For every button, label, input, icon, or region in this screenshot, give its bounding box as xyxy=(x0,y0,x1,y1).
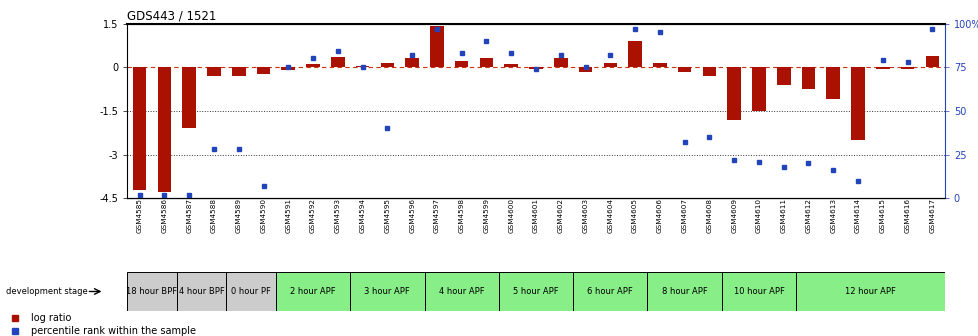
Text: GSM4603: GSM4603 xyxy=(582,198,588,233)
Bar xyxy=(499,272,572,311)
Text: GSM4612: GSM4612 xyxy=(805,198,811,233)
Bar xyxy=(721,272,795,311)
Bar xyxy=(429,27,443,67)
Bar xyxy=(825,67,839,99)
Text: GSM4585: GSM4585 xyxy=(137,198,143,233)
Text: GSM4594: GSM4594 xyxy=(359,198,365,233)
Bar xyxy=(256,67,270,75)
Text: 5 hour APF: 5 hour APF xyxy=(512,287,558,296)
Bar xyxy=(652,63,666,67)
Bar xyxy=(504,64,517,67)
Text: GSM4610: GSM4610 xyxy=(755,198,761,233)
Text: 10 hour APF: 10 hour APF xyxy=(733,287,783,296)
Bar xyxy=(177,272,226,311)
Bar xyxy=(455,61,468,67)
Text: GSM4600: GSM4600 xyxy=(508,198,513,233)
Text: 6 hour APF: 6 hour APF xyxy=(587,287,633,296)
Bar xyxy=(355,66,369,67)
Text: GDS443 / 1521: GDS443 / 1521 xyxy=(127,9,216,23)
Bar xyxy=(727,67,740,120)
Bar xyxy=(232,67,245,76)
Text: GSM4590: GSM4590 xyxy=(260,198,266,233)
Bar xyxy=(479,58,493,67)
Text: percentile rank within the sample: percentile rank within the sample xyxy=(31,326,197,336)
Text: GSM4601: GSM4601 xyxy=(532,198,539,233)
Text: GSM4598: GSM4598 xyxy=(459,198,465,233)
Bar xyxy=(380,63,394,67)
Text: GSM4597: GSM4597 xyxy=(433,198,439,233)
Text: GSM4611: GSM4611 xyxy=(779,198,786,233)
Text: GSM4609: GSM4609 xyxy=(731,198,736,233)
Text: GSM4607: GSM4607 xyxy=(681,198,687,233)
Text: 3 hour APF: 3 hour APF xyxy=(364,287,410,296)
Bar xyxy=(900,67,913,69)
Bar xyxy=(405,58,419,67)
Text: 4 hour APF: 4 hour APF xyxy=(438,287,484,296)
Text: 12 hour APF: 12 hour APF xyxy=(844,287,895,296)
Text: GSM4593: GSM4593 xyxy=(334,198,340,233)
Text: GSM4616: GSM4616 xyxy=(904,198,910,233)
Text: GSM4604: GSM4604 xyxy=(606,198,612,233)
Bar xyxy=(702,67,716,76)
Bar xyxy=(628,41,642,67)
Text: GSM4589: GSM4589 xyxy=(236,198,242,233)
Text: GSM4596: GSM4596 xyxy=(409,198,415,233)
Bar xyxy=(572,272,646,311)
Text: 0 hour PF: 0 hour PF xyxy=(231,287,271,296)
Bar xyxy=(850,67,864,140)
Bar xyxy=(331,57,344,67)
Bar xyxy=(578,67,592,72)
Text: 8 hour APF: 8 hour APF xyxy=(661,287,707,296)
Bar xyxy=(282,67,294,70)
Bar xyxy=(875,67,889,69)
Text: development stage: development stage xyxy=(7,287,88,296)
Bar xyxy=(424,272,499,311)
Text: 18 hour BPF: 18 hour BPF xyxy=(126,287,177,296)
Text: GSM4599: GSM4599 xyxy=(483,198,489,233)
Bar xyxy=(306,64,320,67)
Text: GSM4606: GSM4606 xyxy=(656,198,662,233)
Bar xyxy=(350,272,424,311)
Bar xyxy=(554,58,567,67)
Bar xyxy=(127,272,177,311)
Text: GSM4587: GSM4587 xyxy=(186,198,192,233)
Bar xyxy=(924,55,938,67)
Bar xyxy=(157,67,171,193)
Bar xyxy=(751,67,765,111)
Bar xyxy=(646,272,721,311)
Text: GSM4613: GSM4613 xyxy=(829,198,835,233)
Text: GSM4592: GSM4592 xyxy=(310,198,316,233)
Text: GSM4595: GSM4595 xyxy=(384,198,390,233)
Text: GSM4586: GSM4586 xyxy=(161,198,167,233)
Bar xyxy=(801,67,815,89)
Text: GSM4615: GSM4615 xyxy=(879,198,885,233)
Bar xyxy=(795,272,944,311)
Text: 2 hour APF: 2 hour APF xyxy=(289,287,335,296)
Text: GSM4614: GSM4614 xyxy=(854,198,861,233)
Bar xyxy=(276,272,350,311)
Text: log ratio: log ratio xyxy=(31,313,71,323)
Text: GSM4591: GSM4591 xyxy=(285,198,291,233)
Bar xyxy=(777,67,789,85)
Text: GSM4588: GSM4588 xyxy=(210,198,217,233)
Text: GSM4602: GSM4602 xyxy=(557,198,563,233)
Bar xyxy=(182,67,196,128)
Bar xyxy=(226,272,276,311)
Bar xyxy=(529,67,542,69)
Text: GSM4617: GSM4617 xyxy=(928,198,934,233)
Bar xyxy=(677,67,690,72)
Text: GSM4605: GSM4605 xyxy=(632,198,638,233)
Text: GSM4608: GSM4608 xyxy=(706,198,712,233)
Text: 4 hour BPF: 4 hour BPF xyxy=(179,287,224,296)
Bar xyxy=(602,63,616,67)
Bar xyxy=(133,67,147,190)
Bar xyxy=(207,67,221,76)
